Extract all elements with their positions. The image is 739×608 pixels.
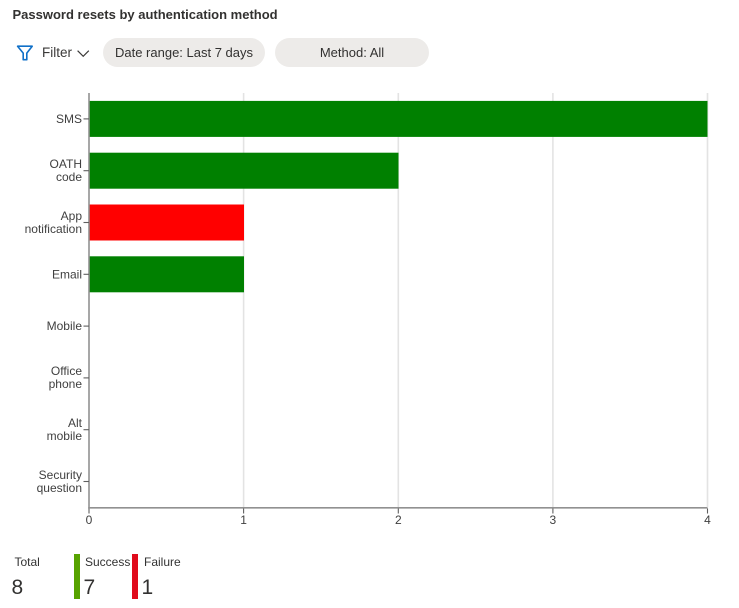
svg-text:Email: Email [52,268,82,282]
svg-text:phone: phone [49,377,83,391]
svg-text:code: code [56,170,82,184]
svg-text:OATH: OATH [50,157,82,171]
svg-text:mobile: mobile [47,429,83,443]
svg-text:2: 2 [395,513,402,527]
svg-text:Office: Office [51,364,82,378]
svg-text:4: 4 [704,513,711,527]
svg-text:1: 1 [240,513,247,527]
svg-text:Mobile: Mobile [47,319,83,333]
svg-text:notification: notification [25,222,82,236]
svg-text:question: question [37,481,82,495]
svg-text:0: 0 [86,513,93,527]
svg-text:SMS: SMS [56,112,82,126]
svg-text:Security: Security [39,468,82,482]
svg-text:Alt: Alt [68,416,83,430]
svg-text:3: 3 [550,513,557,527]
svg-text:App: App [61,209,83,223]
